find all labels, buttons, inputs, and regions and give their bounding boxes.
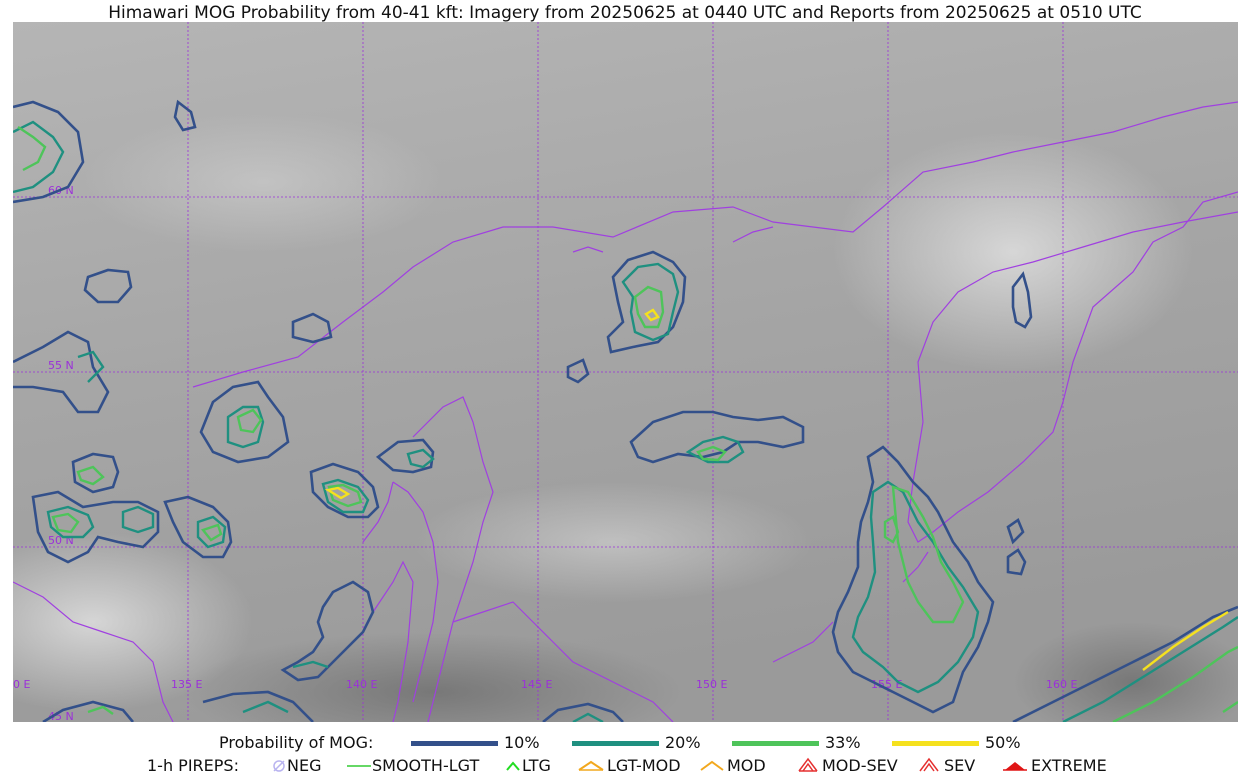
sev-icon	[919, 757, 939, 772]
mod-sev-label: MOD-SEV	[822, 756, 898, 775]
mod-label: MOD	[727, 756, 766, 775]
satellite-map[interactable]: 60 N 55 N 50 N 45 N 130 E 135 E 140 E 14…	[13, 22, 1238, 722]
lon-label-135e: 135 E	[171, 678, 202, 691]
contours-33pct	[17, 126, 1238, 722]
probability-legend: Probability of MOG: 10% 20% 33% 50%	[0, 733, 1250, 755]
dark-region	[1013, 622, 1238, 722]
cloud-band	[833, 132, 1193, 372]
level-33-label: 33%	[825, 733, 861, 752]
smooth-lgt-icon	[347, 765, 371, 767]
level-10-swatch	[411, 741, 498, 746]
cloud-band	[13, 532, 253, 712]
pireps-legend-label: 1-h PIREPS:	[147, 756, 239, 775]
graticule	[13, 22, 1238, 722]
level-20-label: 20%	[665, 733, 701, 752]
level-10-label: 10%	[504, 733, 540, 752]
level-20-swatch	[572, 741, 659, 746]
contours-10pct	[13, 99, 1238, 722]
coastlines	[13, 101, 1238, 722]
lon-label-145e: 145 E	[521, 678, 552, 691]
pireps-legend: 1-h PIREPS: NEG SMOOTH-LGT LTG LGT-MOD M…	[0, 756, 1250, 778]
lat-label-55n: 55 N	[48, 359, 74, 372]
contours-50pct	[324, 308, 1229, 671]
extreme-icon	[1003, 762, 1027, 771]
neg-label: NEG	[287, 756, 322, 775]
lat-label-45n: 45 N	[48, 710, 74, 722]
lgt-mod-label: LGT-MOD	[607, 756, 681, 775]
level-33-swatch	[732, 741, 819, 746]
contours-20pct	[13, 120, 1238, 722]
level-50-label: 50%	[985, 733, 1021, 752]
level-50-swatch	[892, 741, 979, 746]
mod-sev-icon	[798, 757, 818, 772]
lgt-mod-icon	[578, 760, 604, 771]
probability-legend-label: Probability of MOG:	[219, 733, 374, 752]
ltg-icon	[506, 761, 520, 771]
lon-label-150e: 150 E	[696, 678, 727, 691]
lon-label-130e: 130 E	[13, 678, 30, 691]
cloud-band	[83, 112, 443, 252]
sev-label: SEV	[944, 756, 976, 775]
extreme-label: EXTREME	[1031, 756, 1107, 775]
neg-icon	[273, 760, 285, 772]
smooth-lgt-label: SMOOTH-LGT	[372, 756, 480, 775]
ltg-label: LTG	[522, 756, 551, 775]
lon-label-155e: 155 E	[871, 678, 902, 691]
mod-icon	[700, 760, 724, 771]
lon-label-140e: 140 E	[346, 678, 377, 691]
cloud-band	[413, 482, 813, 602]
chart-title: Himawari MOG Probability from 40-41 kft:…	[108, 3, 1142, 23]
lon-label-160e: 160 E	[1046, 678, 1077, 691]
